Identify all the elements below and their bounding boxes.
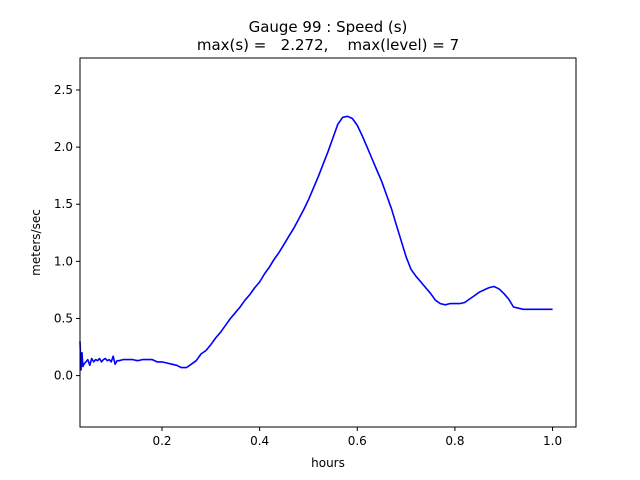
x-tick-label: 0.2 — [152, 434, 171, 448]
ticks-layer: 0.2 0.4 0.6 0.8 1.0 0.0 0.5 1.0 1.5 2.0 2.5 — [54, 83, 562, 448]
y-tick-label: 2.0 — [54, 140, 73, 154]
y-tick-label: 1.0 — [54, 254, 73, 268]
x-tick-label: 0.4 — [250, 434, 269, 448]
series-layer — [79, 115, 553, 371]
y-tick-label: 1.5 — [54, 197, 73, 211]
y-tick-label: 0.5 — [54, 311, 73, 325]
chart-subtitle: max(s) = 2.272, max(level) = 7 — [197, 36, 459, 54]
x-tick-label: 1.0 — [543, 434, 562, 448]
x-tick-label: 0.8 — [445, 434, 464, 448]
chart-title: Gauge 99 : Speed (s) — [249, 18, 408, 36]
y-tick-label: 0.0 — [54, 369, 73, 383]
x-tick-label: 0.6 — [348, 434, 367, 448]
x-axis-label: hours — [311, 456, 345, 470]
plot-frame — [79, 57, 577, 428]
y-tick-label: 2.5 — [54, 83, 73, 97]
y-axis-label: meters/sec — [29, 209, 43, 276]
series-line-0 — [79, 115, 553, 371]
